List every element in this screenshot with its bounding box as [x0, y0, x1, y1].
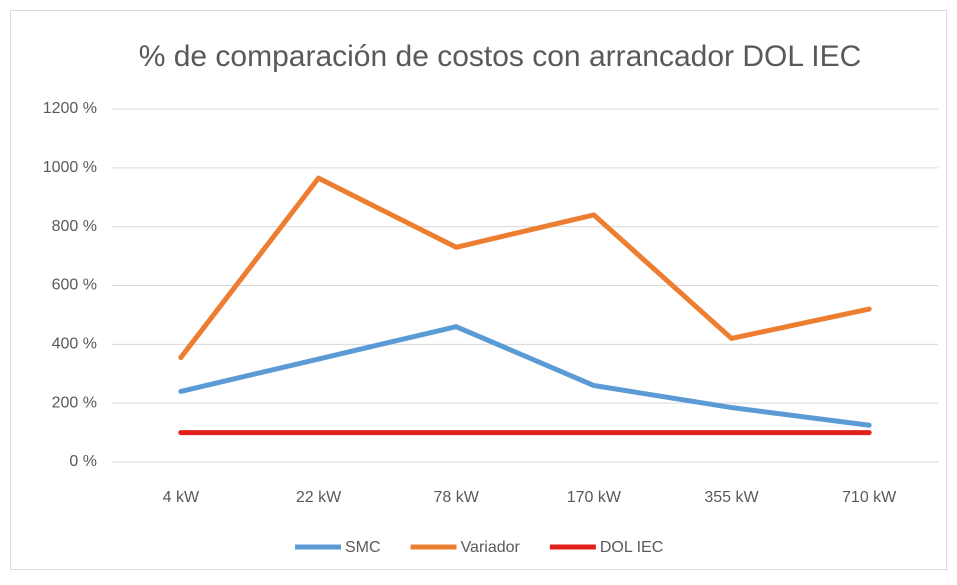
series-line	[178, 175, 872, 361]
x-tick-label: 4 kW	[163, 489, 200, 506]
y-tick-label: 200 %	[52, 394, 97, 411]
x-tick-label: 170 kW	[567, 489, 622, 506]
y-tick-label: 1000 %	[43, 159, 97, 176]
x-tick-label: 78 kW	[433, 489, 479, 506]
y-tick-label: 1200 %	[43, 100, 97, 117]
y-tick-label: 800 %	[52, 218, 97, 235]
chart-title: % de comparación de costos con arrancado…	[139, 40, 862, 73]
y-tick-label: 400 %	[52, 336, 97, 353]
y-tick-label: 0 %	[69, 453, 97, 470]
x-tick-label: 710 kW	[842, 489, 897, 506]
legend-label: SMC	[345, 539, 381, 556]
x-tick-label: 22 kW	[296, 489, 342, 506]
y-tick-label: 600 %	[52, 277, 97, 294]
legend-label: DOL IEC	[600, 539, 663, 556]
x-tick-label: 355 kW	[704, 489, 759, 506]
series-line	[178, 324, 872, 428]
chart-frame	[10, 10, 947, 570]
legend-label: Variador	[461, 539, 521, 556]
